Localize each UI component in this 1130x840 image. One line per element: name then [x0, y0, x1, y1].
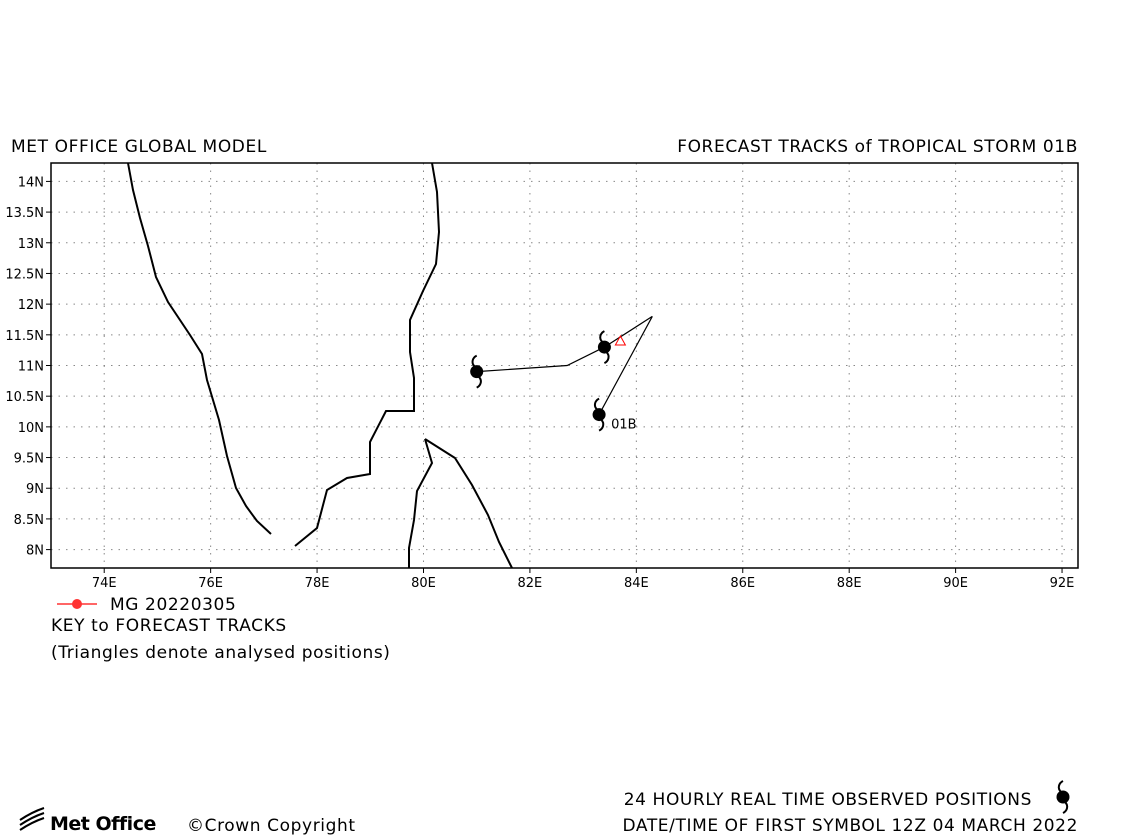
- lon-tick-label: 92E: [1050, 576, 1075, 591]
- lon-tick-label: 76E: [198, 576, 223, 591]
- lat-tick-label: 14N: [18, 175, 44, 190]
- storm-label: 01B: [611, 418, 636, 433]
- sri-lanka-west-coast: [408, 438, 434, 568]
- storm-symbol-icon: [592, 397, 606, 432]
- lat-tick-label: 8.5N: [14, 513, 44, 528]
- observed-positions-note: 24 HOURLY REAL TIME OBSERVED POSITIONS: [623, 790, 1032, 810]
- lat-tick-label: 13N: [18, 237, 44, 252]
- lat-tick-label: 11.5N: [5, 329, 44, 344]
- lat-tick-label: 9.5N: [14, 452, 44, 467]
- key-note: (Triangles denote analysed positions): [51, 643, 391, 663]
- legend-entry: MG 20220305: [110, 595, 237, 615]
- lat-tick-label: 13.5N: [5, 206, 44, 221]
- storm-symbol-icon: [597, 330, 611, 364]
- track-line: [476, 315, 653, 415]
- storm-track: 01B: [470, 315, 653, 433]
- lon-tick-label: 78E: [305, 576, 330, 591]
- lon-tick-label: 84E: [624, 576, 649, 591]
- observed-storm-symbol-icon: [1056, 780, 1070, 814]
- analysed-position-triangle: [614, 334, 627, 346]
- longitude-axis: 74E 76E 78E 80E 82E 84E 86E 88E 90E 92E: [92, 568, 1075, 591]
- key-heading: KEY to FORECAST TRACKS: [51, 616, 287, 636]
- model-title: MET OFFICE GLOBAL MODEL: [11, 137, 267, 157]
- lat-tick-label: 9N: [26, 482, 44, 497]
- lon-tick-label: 82E: [518, 576, 543, 591]
- forecast-title: FORECAST TRACKS of TROPICAL STORM 01B: [677, 137, 1078, 157]
- coastline: [127, 162, 513, 569]
- latitude-axis: 14N 13.5N 13N 12.5N 12N 11.5N 11N 10.5N 10N 9.5N 9…: [5, 175, 51, 559]
- map-grid: [51, 163, 1078, 568]
- logo-icon: [19, 807, 45, 831]
- lat-tick-label: 12N: [18, 298, 44, 313]
- storm-symbol-icon: [470, 354, 484, 389]
- first-symbol-date: DATE/TIME OF FIRST SYMBOL 12Z 04 MARCH 2…: [622, 816, 1078, 836]
- india-southeast-coast: [294, 162, 441, 547]
- met-office-logo: Met Office: [50, 813, 156, 835]
- india-west-coast: [127, 162, 272, 535]
- copyright-text: ©Crown Copyright: [187, 816, 356, 836]
- lon-tick-label: 74E: [92, 576, 117, 591]
- lon-tick-label: 90E: [943, 576, 968, 591]
- sri-lanka-east-coast: [424, 438, 513, 569]
- lon-tick-label: 80E: [411, 576, 436, 591]
- lon-tick-label: 86E: [730, 576, 755, 591]
- lat-tick-label: 8N: [26, 544, 44, 559]
- lat-tick-label: 10N: [18, 421, 44, 436]
- lat-tick-label: 12.5N: [5, 267, 44, 282]
- legend-marker: [57, 599, 97, 609]
- lat-tick-label: 10.5N: [5, 390, 44, 405]
- lon-tick-label: 88E: [837, 576, 862, 591]
- lat-tick-label: 11N: [18, 360, 44, 375]
